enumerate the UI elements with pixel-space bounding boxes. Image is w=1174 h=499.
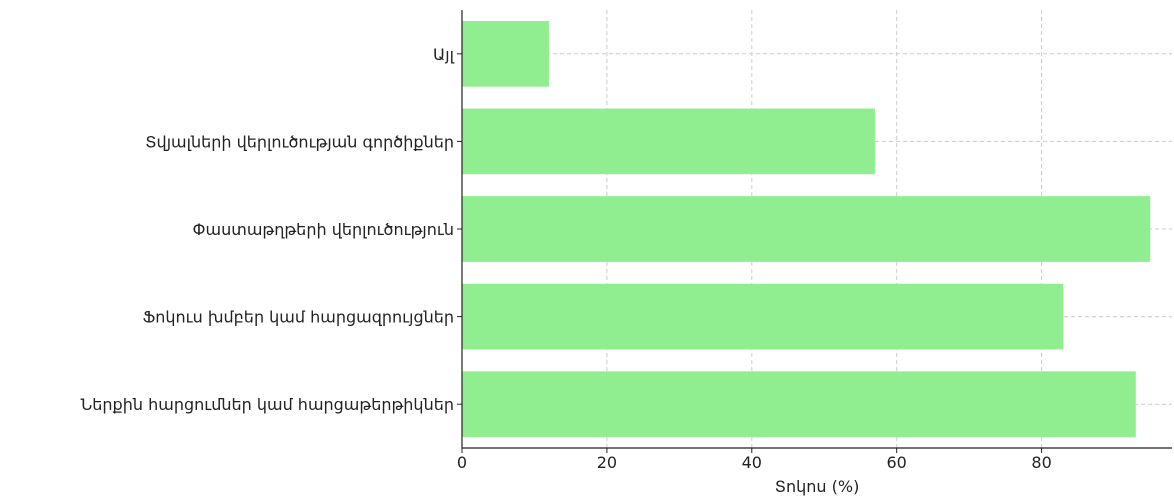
category-labels: Ներքին հարցումներ կամ հարցաթերթիկներ Ֆոկո… xyxy=(81,45,462,414)
category-label: Տվյալների վերլուծության գործիքներ xyxy=(145,132,454,151)
x-tick-label: 0 xyxy=(457,453,467,472)
x-tick-label: 60 xyxy=(887,453,907,472)
bar xyxy=(462,108,875,175)
bar xyxy=(462,371,1136,438)
bars xyxy=(462,20,1151,438)
bar xyxy=(462,196,1151,262)
x-tick-label: 40 xyxy=(742,453,762,472)
category-label: Փաստաթղթերի վերլուծություն xyxy=(193,220,454,239)
category-label: Ներքին հարցումներ կամ հարցաթերթիկներ xyxy=(81,395,454,414)
x-tick-label: 20 xyxy=(597,453,617,472)
x-tick-labels: 0 20 40 60 80 xyxy=(457,448,1052,472)
bar xyxy=(462,20,549,87)
x-axis-title: Տոկոս (%) xyxy=(775,477,860,496)
category-label: Ֆոկուս խմբեր կամ հարցազրույցներ xyxy=(143,308,454,327)
bar xyxy=(462,283,1064,350)
x-tick-label: 80 xyxy=(1031,453,1051,472)
category-label: Այլ xyxy=(433,45,455,64)
